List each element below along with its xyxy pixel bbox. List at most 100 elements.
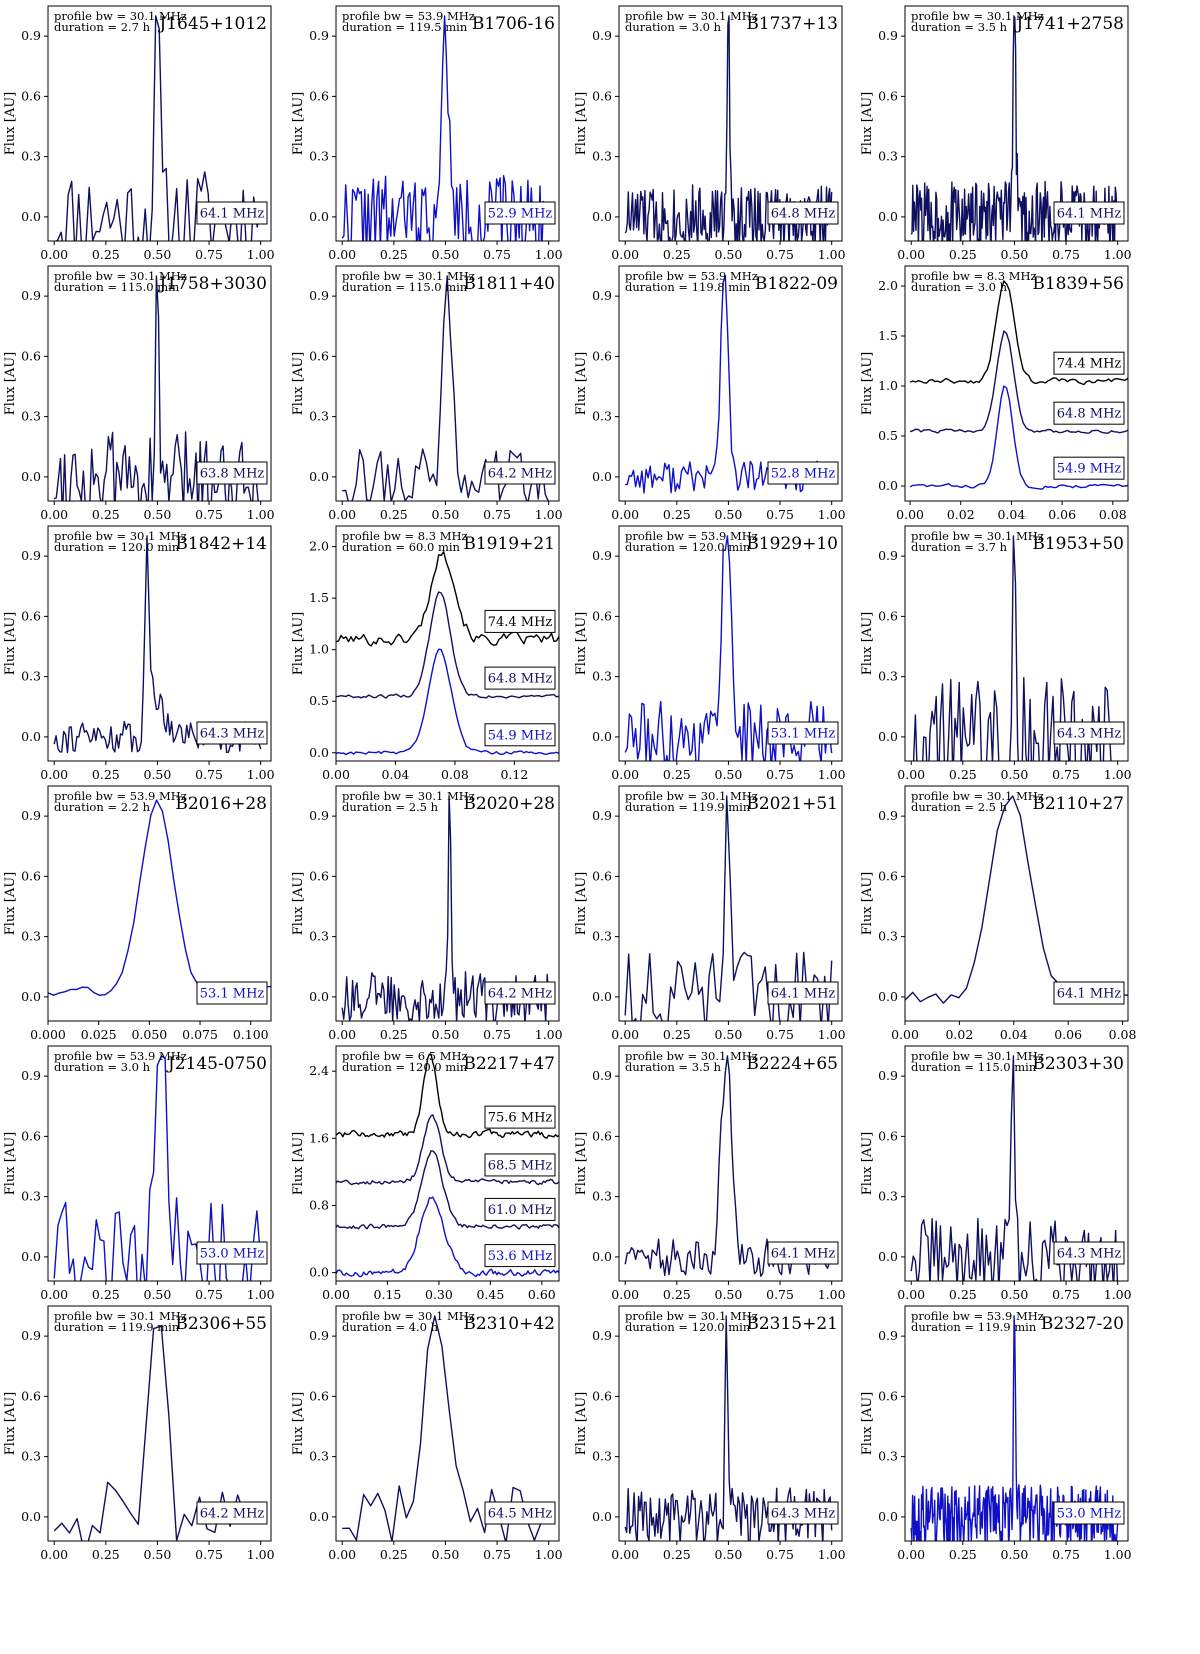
x-tick-label: 0.00 [611, 247, 639, 262]
x-tick-label: 0.75 [195, 767, 223, 782]
y-tick-label: 0.9 [878, 808, 898, 823]
x-tick-label: 0.75 [1052, 1547, 1080, 1562]
pulse-profile-panel: 0.000 0.025 0.050 0.075 0.100 0.0 0.3 0.6 0.9 Flu… [2, 785, 279, 1047]
y-axis-label: Flux [AU] [3, 352, 18, 416]
x-tick-label: 0.75 [195, 1287, 223, 1302]
svg-text:52.8 MHz: 52.8 MHz [771, 467, 836, 482]
x-tick-label: 0.04 [382, 767, 410, 782]
svg-text:64.2 MHz: 64.2 MHz [200, 1507, 265, 1522]
y-axis-label: Flux [AU] [3, 612, 18, 676]
x-tick-label: 0.50 [1001, 247, 1029, 262]
x-tick-label: 0.25 [663, 767, 691, 782]
profile-info-text: duration = 120.0 min [625, 1320, 751, 1334]
y-tick-label: 0.9 [592, 548, 612, 563]
profile-info-text: profile bw = 53.9 MHz [625, 529, 758, 543]
y-tick-label: 0.9 [592, 288, 612, 303]
profile-info-text: profile bw = 30.1 MHz [911, 789, 1044, 803]
x-tick-label: 0.00 [328, 1027, 356, 1042]
x-tick-label: 1.00 [535, 1027, 563, 1042]
x-tick-label: 0.00 [897, 1287, 925, 1302]
frequency-label: 64.8 MHz [484, 666, 556, 690]
y-tick-label: 0.9 [21, 288, 41, 303]
pulsar-name: B1706-16 [472, 14, 555, 34]
y-axis-label: Flux [AU] [860, 872, 875, 936]
x-tick-label: 0.00 [896, 507, 924, 522]
svg-text:64.8 MHz: 64.8 MHz [1057, 407, 1122, 422]
y-tick-label: 0.3 [21, 149, 41, 164]
profile-info-text: profile bw = 30.1 MHz [625, 1309, 758, 1323]
y-tick-label: 0.0 [878, 1249, 898, 1264]
pulsar-name: B2306+55 [175, 1314, 267, 1334]
profile-info-text: profile bw = 53.9 MHz [911, 1309, 1044, 1323]
x-tick-label: 0.00 [611, 1287, 639, 1302]
x-tick-label: 0.50 [432, 247, 460, 262]
y-axis-label: Flux [AU] [291, 352, 306, 416]
pulse-profile-panel: 0.00 0.25 0.50 0.75 1.00 0.0 0.3 0.6 0.9 Flux [AU… [290, 265, 567, 527]
svg-text:54.9 MHz: 54.9 MHz [1057, 462, 1122, 477]
y-tick-label: 0.6 [592, 1388, 612, 1403]
y-axis-label: Flux [AU] [574, 352, 589, 416]
y-tick-label: 0.6 [878, 88, 898, 103]
profile-info-text: profile bw = 8.3 MHz [911, 269, 1037, 283]
y-tick-label: 0.0 [21, 469, 41, 484]
svg-text:53.1 MHz: 53.1 MHz [200, 987, 265, 1002]
axes-frame [618, 1045, 843, 1282]
profile-info-text: profile bw = 6.5 MHz [342, 1049, 468, 1063]
y-axis-label: Flux [AU] [574, 1132, 589, 1196]
x-tick-label: 0.75 [766, 247, 794, 262]
frequency-label: 53.1 MHz [196, 981, 268, 1005]
pulse-profile-chart: 0.00 0.25 0.50 0.75 1.00 0.0 0.3 0.6 0.9 Flux [AU… [291, 1305, 563, 1562]
axes-frame [618, 5, 843, 242]
profile-info-text: profile bw = 30.1 MHz [342, 269, 475, 283]
pulse-profile-panel: 0.00 0.15 0.30 0.45 0.60 0.0 0.8 1.6 2.4 Flux [AU… [290, 1045, 567, 1307]
y-tick-label: 0.3 [21, 409, 41, 424]
frequency-label: 64.3 MHz [196, 721, 268, 745]
x-tick-label: 0.75 [766, 1027, 794, 1042]
x-tick-label: 0.00 [40, 767, 68, 782]
y-axis-label: Flux [AU] [574, 872, 589, 936]
profile-trace [624, 795, 833, 1021]
y-axis-label: Flux [AU] [291, 612, 306, 676]
x-tick-label: 0.75 [195, 1547, 223, 1562]
pulsar-name: B1822-09 [755, 274, 838, 294]
pulse-profile-panel: 0.00 0.25 0.50 0.75 1.00 0.0 0.3 0.6 0.9 Flux [AU… [573, 265, 850, 527]
pulsar-name: B1842+14 [175, 534, 267, 554]
profile-info-text: duration = 120.0 min [625, 540, 751, 554]
x-tick-label: 1.00 [818, 767, 846, 782]
y-tick-label: 0.3 [309, 149, 329, 164]
y-tick-label: 1.5 [309, 590, 329, 605]
profile-info-text: profile bw = 30.1 MHz [54, 1309, 187, 1323]
pulse-profile-chart: 0.00 0.25 0.50 0.75 1.00 0.0 0.3 0.6 0.9 Flux [AU… [3, 1305, 275, 1562]
axes-frame [47, 525, 272, 762]
x-tick-label: 0.25 [949, 1287, 977, 1302]
pulse-profile-chart: 0.00 0.25 0.50 0.75 1.00 0.0 0.3 0.6 0.9 Flux [AU… [574, 1045, 846, 1302]
profile-trace [53, 535, 262, 754]
profile-trace [624, 15, 833, 241]
axes-frame [904, 1305, 1129, 1542]
y-tick-label: 0.0 [21, 209, 41, 224]
x-tick-label: 0.50 [144, 1287, 172, 1302]
y-axis-label: Flux [AU] [291, 1132, 306, 1196]
y-tick-label: 0.3 [309, 929, 329, 944]
y-tick-label: 0.6 [592, 88, 612, 103]
x-tick-label: 0.00 [611, 507, 639, 522]
y-tick-label: 0.9 [309, 808, 329, 823]
y-tick-label: 0.0 [878, 478, 898, 493]
y-tick-label: 0.3 [878, 669, 898, 684]
x-tick-label: 0.75 [483, 247, 511, 262]
pulse-profile-chart: 0.00 0.25 0.50 0.75 1.00 0.0 0.3 0.6 0.9 Flux [AU… [291, 265, 563, 522]
svg-text:68.5 MHz: 68.5 MHz [488, 1158, 553, 1173]
pulse-profile-panel: 0.00 0.25 0.50 0.75 1.00 0.0 0.3 0.6 0.9 Flux [AU… [573, 785, 850, 1047]
profile-info-text: profile bw = 30.1 MHz [625, 1049, 758, 1063]
profile-info-text: duration = 2.5 h [342, 800, 439, 814]
x-tick-label: 0.02 [945, 1027, 973, 1042]
x-tick-label: 1.00 [535, 507, 563, 522]
x-tick-label: 1.00 [247, 247, 275, 262]
x-tick-label: 0.25 [92, 247, 120, 262]
y-tick-label: 0.6 [21, 1128, 41, 1143]
y-axis-label: Flux [AU] [860, 352, 875, 416]
profile-trace [336, 648, 559, 756]
profile-info-text: duration = 3.0 h [911, 280, 1008, 294]
frequency-label: 64.8 MHz [1053, 401, 1125, 425]
y-tick-label: 0.6 [309, 88, 329, 103]
